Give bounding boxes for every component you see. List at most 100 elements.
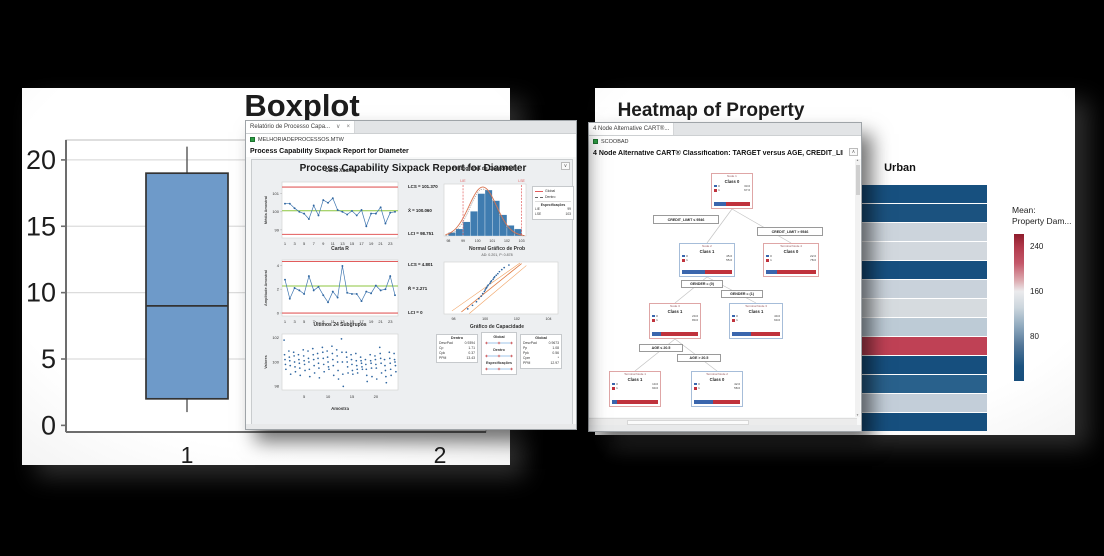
legend-entry: Global: [535, 189, 571, 195]
scroll-down-icon[interactable]: ▾: [856, 412, 859, 417]
tree-node[interactable]: Terminal Node 4 Class 0 0 22.0 1 78.0: [763, 243, 819, 277]
node-title: Terminal Node 2: [706, 372, 728, 376]
sixpack-report-panel: Process Capability Sixpack Report for Di…: [251, 159, 574, 425]
sixpack-heading-row: Process Capability Sixpack Report for Di…: [246, 145, 576, 157]
split-rule-label: GENDER = (0): [681, 280, 723, 288]
scrollbar-thumb[interactable]: [855, 165, 860, 195]
node-title: Node 2: [702, 244, 712, 248]
svg-text:100: 100: [272, 209, 279, 214]
svg-text:9: 9: [322, 241, 325, 246]
node-class-row: 0 45.0: [682, 254, 732, 258]
svg-text:17: 17: [359, 241, 364, 246]
tree-node[interactable]: Terminal Node 1 Class 1 0 10.0 1 90.0: [609, 371, 661, 407]
node-class-bar: [682, 270, 732, 274]
svg-text:1: 1: [284, 241, 287, 246]
legend-line-swatch: [535, 191, 543, 193]
horizontal-scrollbar[interactable]: [589, 418, 857, 425]
node-class-label: Class 0: [709, 376, 725, 382]
node-class-row: 1 80.0: [652, 318, 698, 322]
class0-swatch: [652, 314, 655, 318]
heatmap-colorbar: [1014, 234, 1024, 381]
svg-text:21: 21: [378, 319, 383, 324]
cart-window[interactable]: 4 Node Alternative CART®... SCOOBAD 4 No…: [588, 122, 862, 432]
sixpack-window[interactable]: Relatório de Processo Capa... ∨ × MELHOR…: [245, 120, 577, 430]
worksheet-icon: [250, 137, 255, 142]
chart-title: Normal Gráfico de Prob: [468, 246, 526, 252]
class0-bar-segment: [682, 270, 705, 274]
boxplot-title: Boxplot: [244, 88, 360, 123]
class1-bar-segment: [713, 400, 740, 404]
class0-swatch: [732, 314, 735, 318]
control-limit-label: X̄ = 100.060: [408, 208, 432, 213]
sixpack-worksheet-row: MELHORIADEPROCESSOS.MTW: [246, 134, 576, 145]
svg-text:4: 4: [277, 263, 280, 268]
class0-bar-segment: [652, 332, 662, 336]
svg-text:Amplitude Amostral: Amplitude Amostral: [264, 270, 268, 306]
node-class-label: Class 1: [667, 308, 683, 314]
cart-worksheet-row: SCOOBAD: [589, 136, 861, 147]
svg-text:Média Amostral: Média Amostral: [264, 196, 268, 224]
class1-bar-segment: [751, 332, 780, 336]
collapse-button[interactable]: ∧: [849, 148, 858, 156]
svg-text:0: 0: [277, 310, 280, 315]
class0-swatch: [766, 254, 769, 258]
interval-plot: [485, 354, 513, 358]
tab-close-icon[interactable]: ×: [346, 124, 350, 130]
stat-row: DesvPad 0.9673: [523, 341, 559, 345]
class0-swatch: [612, 382, 615, 386]
svg-text:102: 102: [504, 239, 510, 243]
sixpack-tab[interactable]: Relatório de Processo Capa... ∨ ×: [246, 121, 355, 133]
svg-text:Valores: Valores: [264, 355, 268, 369]
svg-text:11: 11: [331, 241, 336, 246]
node-class-label: Class 1: [627, 376, 643, 382]
report-title: Process Capability Sixpack Report for Di…: [299, 163, 527, 174]
split-rule-label: AGE > 20.5: [677, 354, 721, 362]
colorbar-tick: 240: [1030, 242, 1044, 251]
svg-text:103: 103: [519, 239, 525, 243]
svg-text:5: 5: [303, 241, 306, 246]
legend-spec-row: LIE 99: [535, 207, 571, 212]
tab-collapse-icon[interactable]: ∨: [336, 124, 341, 130]
svg-text:98: 98: [452, 317, 456, 321]
legend-divider: [535, 201, 571, 203]
node-class-row: 0 42.0: [694, 382, 740, 386]
svg-text:5: 5: [303, 394, 306, 399]
split-rule-label: CREDIT_LIMIT ≤ 9546: [653, 215, 719, 224]
probplot-subtitle: AD: 0.201, P: 0.878: [481, 253, 513, 257]
vertical-scrollbar[interactable]: ▴ ▾: [855, 158, 860, 417]
interval-plot: [485, 341, 513, 345]
interval-label: Global: [493, 335, 505, 339]
svg-text:98: 98: [275, 384, 280, 389]
class0-bar-segment: [694, 400, 714, 404]
class0-swatch: [714, 184, 717, 188]
tree-node[interactable]: Node 1 Class 0 0 33.0 1 67.0: [711, 173, 753, 209]
tree-node[interactable]: Node 2 Class 1 0 45.0 1 55.0: [679, 243, 735, 277]
scroll-up-icon[interactable]: ▴: [856, 158, 859, 162]
node-class-bar: [694, 400, 740, 404]
legend-line-swatch: [535, 196, 543, 198]
svg-text:10: 10: [26, 278, 56, 308]
tree-node[interactable]: Node 3 Class 1 0 20.0 1 80.0: [649, 303, 701, 339]
panel-collapse-button[interactable]: ∨: [561, 162, 570, 170]
heatmap-cell: [861, 280, 987, 298]
node-class-bar: [732, 332, 780, 336]
node-class-row: 0 20.0: [652, 314, 698, 318]
node-title: Terminal Node 4: [780, 244, 802, 248]
heatmap-cell: [861, 394, 987, 412]
node-class-bar: [652, 332, 698, 336]
heatmap-legend-title: Mean: Property Dam...: [1012, 205, 1072, 227]
chart-title: Carta R: [331, 246, 349, 252]
node-class-label: Class 1: [748, 308, 764, 314]
heatmap-cell: [861, 242, 987, 260]
tree-node[interactable]: Terminal Node 3 Class 1 0 40.0 1 60.0: [729, 303, 783, 339]
scrollbar-thumb[interactable]: [627, 420, 749, 425]
svg-text:102: 102: [514, 317, 520, 321]
class0-swatch: [694, 382, 697, 386]
chart-title: Gráfico de Capacidade: [469, 324, 525, 330]
class1-swatch: [612, 387, 615, 390]
cart-tab[interactable]: 4 Node Alternative CART®...: [589, 123, 675, 135]
interval-label: Dentro: [493, 348, 505, 352]
tree-node[interactable]: Terminal Node 2 Class 0 0 42.0 1 58.0: [691, 371, 743, 407]
node-class-row: 1 58.0: [694, 386, 740, 390]
